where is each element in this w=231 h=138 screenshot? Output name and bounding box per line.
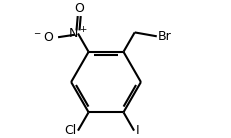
Text: Cl: Cl [64,124,76,137]
Text: $^-$O: $^-$O [32,31,54,44]
Text: O: O [74,2,84,15]
Text: I: I [135,124,138,137]
Text: N$^+$: N$^+$ [68,26,87,41]
Text: Br: Br [157,30,171,43]
